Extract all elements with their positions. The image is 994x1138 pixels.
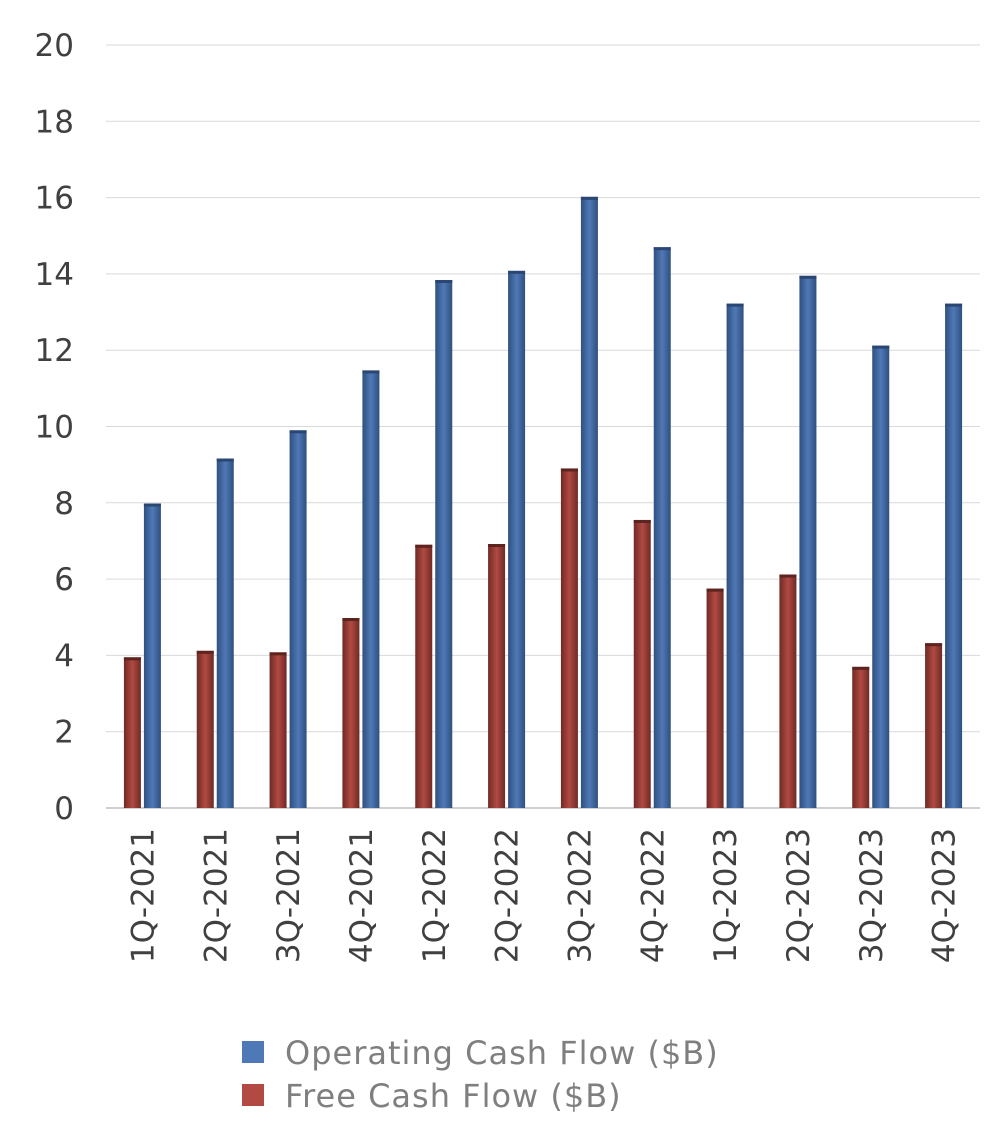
free-cash-flow-bar <box>779 574 797 808</box>
free-cash-flow-bar <box>633 519 651 808</box>
x-category-label: 1Q-2022 <box>417 828 453 963</box>
x-category-label: 2Q-2021 <box>198 828 234 963</box>
y-tick-label: 2 <box>54 715 74 751</box>
bar-top-edge <box>435 280 453 284</box>
operating-cash-flow-bar <box>216 458 234 808</box>
bar-top-edge <box>925 643 943 647</box>
bar-top-edge <box>580 196 598 200</box>
bar-top-edge <box>488 544 506 548</box>
x-category-label: 3Q-2022 <box>562 828 598 963</box>
free-cash-flow-bar <box>415 544 433 808</box>
legend-swatch <box>242 1041 264 1063</box>
y-tick-label: 16 <box>35 181 74 217</box>
free-cash-flow-bar <box>269 652 287 808</box>
x-category-label: 1Q-2023 <box>708 828 744 963</box>
x-category-label: 1Q-2021 <box>125 828 161 963</box>
bar-top-edge <box>779 574 797 578</box>
operating-cash-flow-bar <box>872 345 890 808</box>
free-cash-flow-bar <box>925 643 943 808</box>
operating-cash-flow-bar <box>508 270 526 808</box>
x-category-label: 4Q-2023 <box>927 828 963 963</box>
free-cash-flow-bar <box>342 618 360 808</box>
operating-cash-flow-bar <box>435 280 453 808</box>
operating-cash-flow-bar <box>362 370 380 808</box>
y-tick-label: 14 <box>35 257 74 293</box>
bar-top-edge <box>269 652 287 656</box>
bar-top-edge <box>143 503 161 507</box>
bar-top-edge <box>123 657 141 661</box>
bar-top-edge <box>560 468 578 472</box>
x-category-label: 3Q-2021 <box>271 828 307 963</box>
x-axis-category-labels: 1Q-2021 2Q-2021 3Q-2021 4Q-2021 1Q-2022 2Q-20… <box>125 828 962 963</box>
bar-top-edge <box>633 519 651 523</box>
legend: Operating Cash Flow ($B) Free Cash Flow (… <box>242 1034 719 1115</box>
bar-top-edge <box>289 430 307 434</box>
operating-cash-flow-bar <box>580 196 598 808</box>
bar-top-edge <box>653 247 671 251</box>
x-category-label: 2Q-2023 <box>781 828 817 963</box>
y-tick-label: 8 <box>54 486 74 522</box>
y-tick-label: 6 <box>54 562 74 598</box>
free-cash-flow-bar <box>196 650 214 808</box>
y-axis-tick-labels: 0 2 4 6 8 10 12 14 16 18 20 <box>35 28 74 827</box>
y-tick-label: 10 <box>35 410 74 446</box>
operating-cash-flow-bar <box>945 303 963 808</box>
free-cash-flow-bar <box>123 657 141 808</box>
bar-top-edge <box>342 618 360 622</box>
bar-top-edge <box>945 303 963 307</box>
gridlines <box>106 44 980 809</box>
bar-top-edge <box>196 650 214 654</box>
operating-cash-flow-bar <box>289 430 307 808</box>
bar-top-edge <box>852 666 870 670</box>
bar-top-edge <box>872 345 890 349</box>
x-category-label: 2Q-2022 <box>490 828 526 963</box>
x-category-label: 4Q-2022 <box>635 828 671 963</box>
operating-cash-flow-bar <box>726 303 744 808</box>
y-tick-label: 20 <box>35 28 74 64</box>
bar-top-edge <box>726 303 744 307</box>
legend-label: Operating Cash Flow ($B) <box>285 1034 719 1072</box>
operating-cash-flow-bar <box>653 247 671 808</box>
free-cash-flow-bar <box>706 588 724 808</box>
free-cash-flow-bar <box>488 544 506 808</box>
x-category-label: 4Q-2021 <box>344 828 380 963</box>
bar-top-edge <box>799 275 817 279</box>
legend-label: Free Cash Flow ($B) <box>285 1077 622 1115</box>
bar-top-edge <box>508 270 526 274</box>
free-cash-flow-bar <box>560 468 578 808</box>
bar-top-edge <box>415 544 433 548</box>
x-category-label: 3Q-2023 <box>854 828 890 963</box>
y-tick-label: 18 <box>35 104 74 140</box>
y-tick-label: 12 <box>35 333 74 369</box>
bar-top-edge <box>706 588 724 592</box>
bars <box>123 196 963 808</box>
operating-cash-flow-bar <box>143 503 161 808</box>
free-cash-flow-bar <box>852 666 870 808</box>
bar-top-edge <box>216 458 234 462</box>
y-tick-label: 4 <box>54 638 74 674</box>
y-tick-label: 0 <box>54 791 74 827</box>
bar-top-edge <box>362 370 380 374</box>
legend-swatch <box>242 1084 264 1106</box>
operating-cash-flow-bar <box>799 275 817 808</box>
